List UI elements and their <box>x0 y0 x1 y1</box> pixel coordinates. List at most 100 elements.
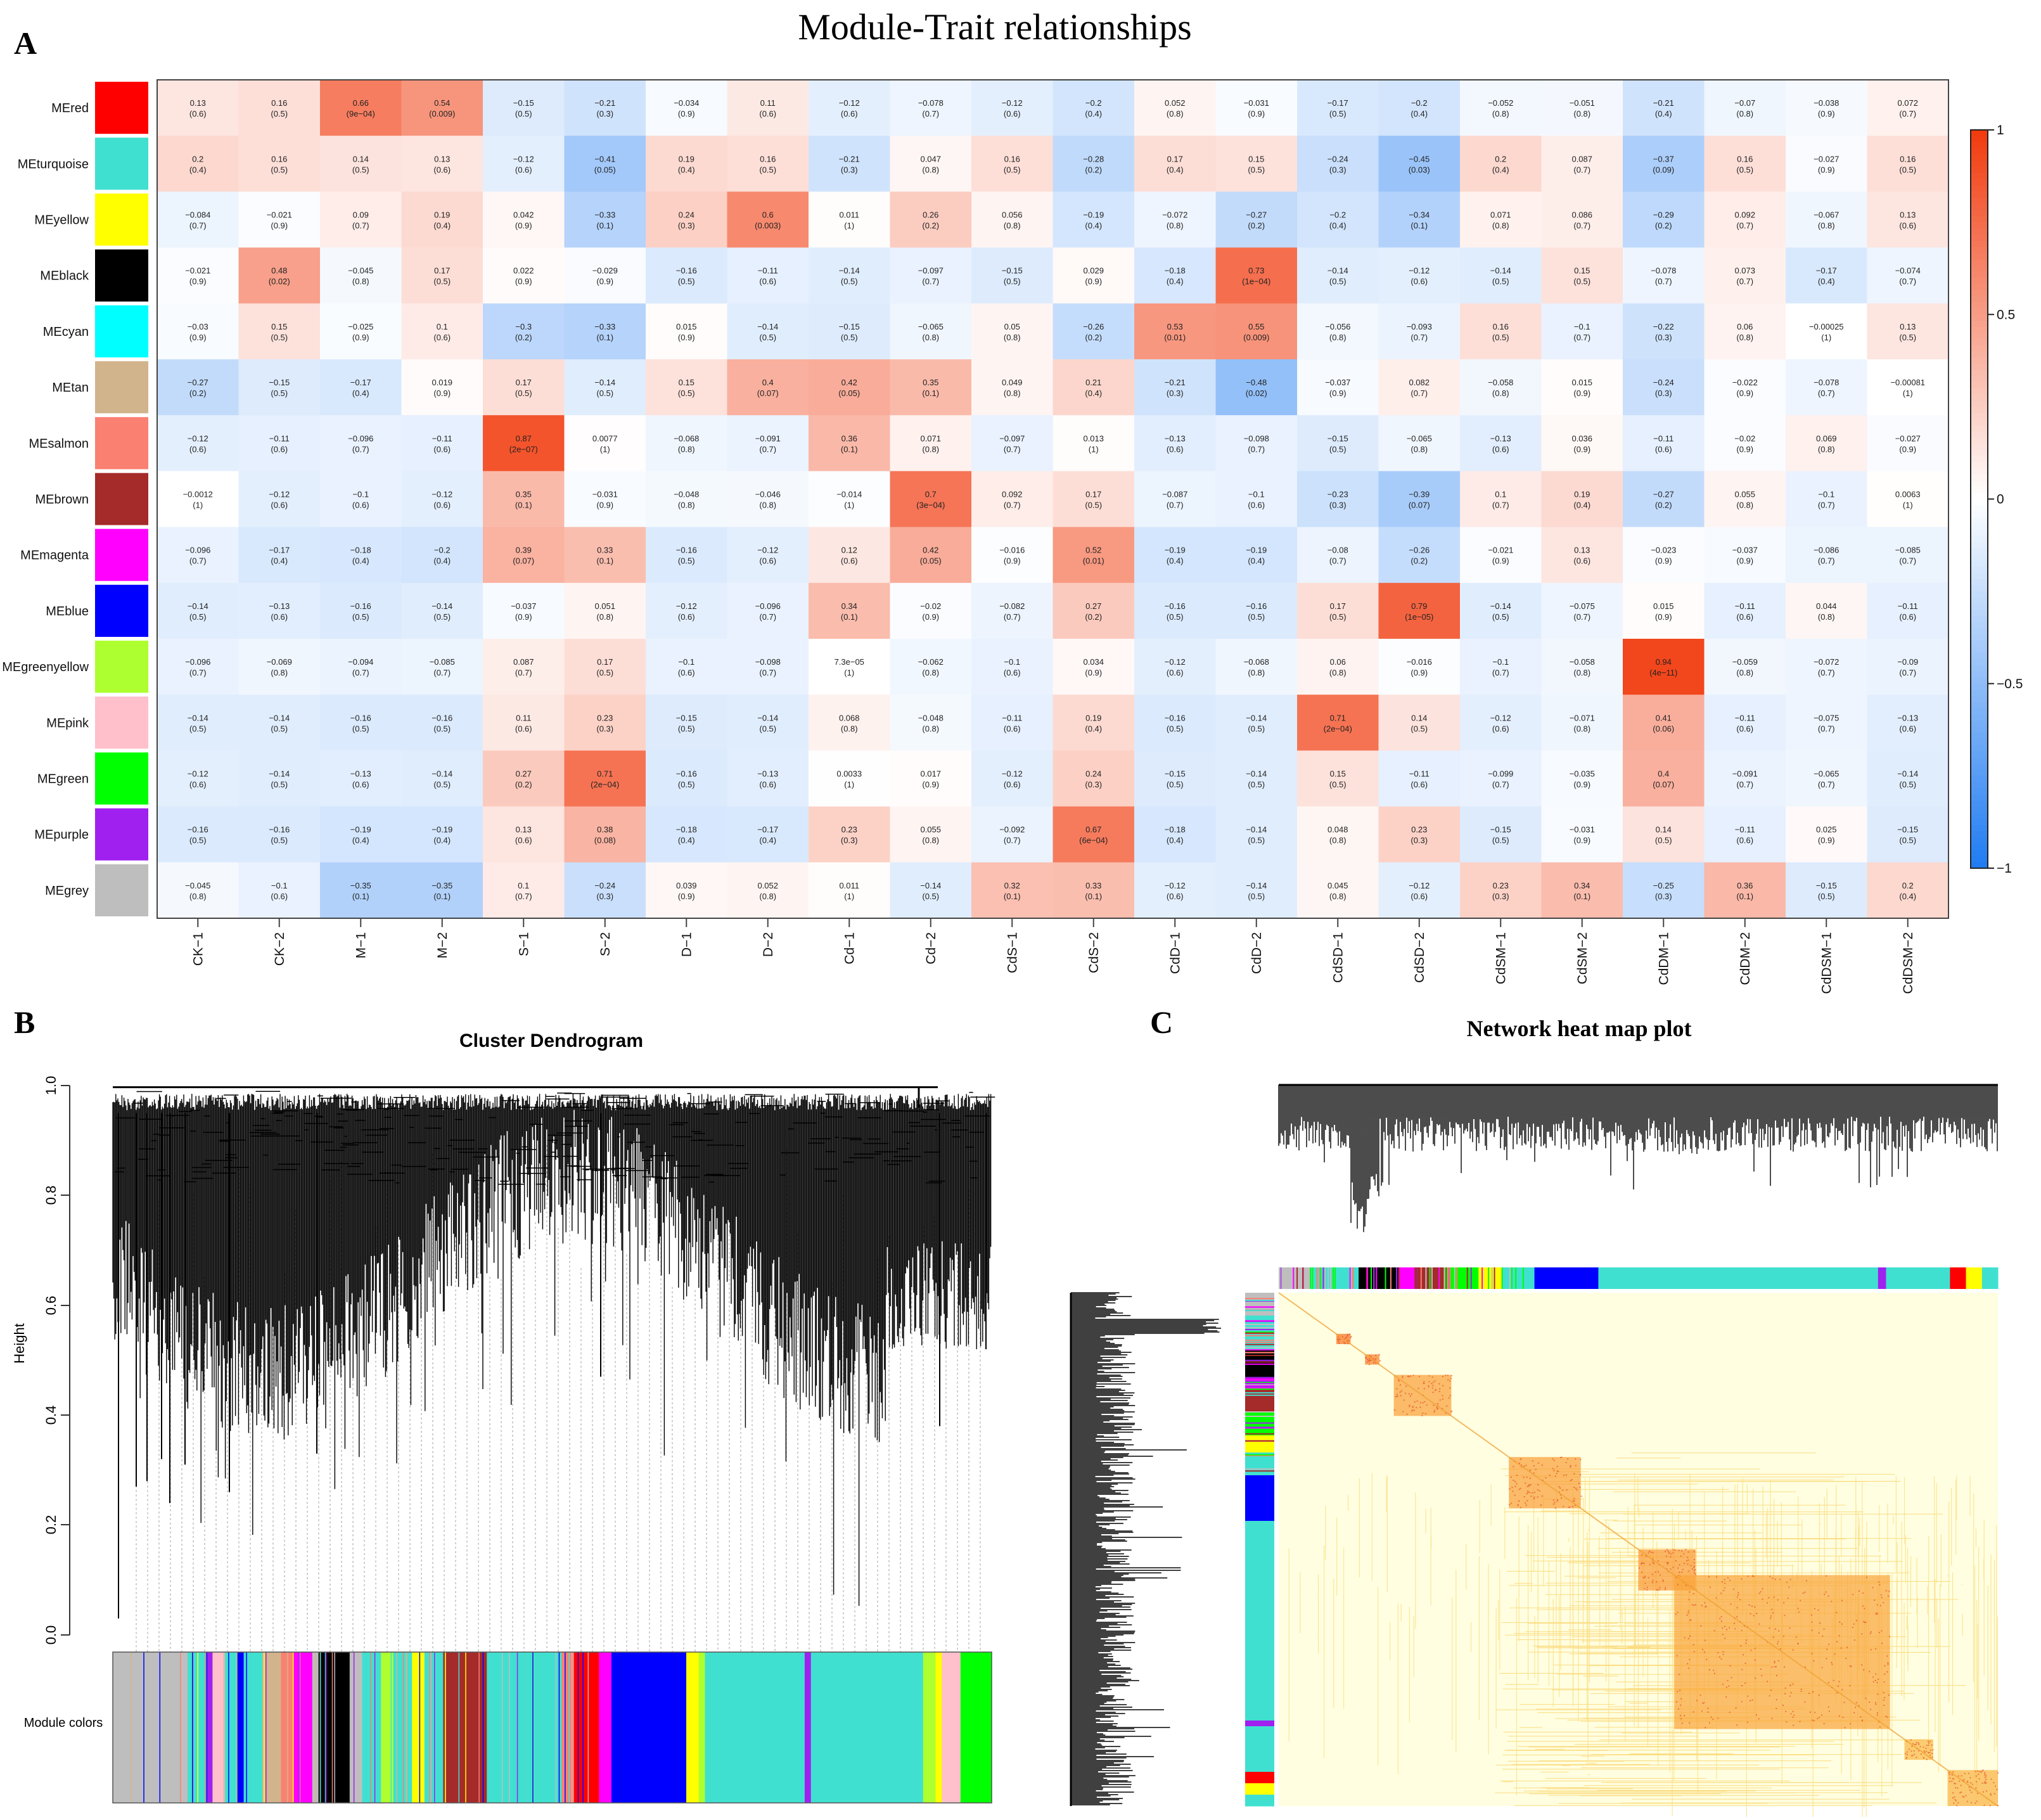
cell-correlation-label: −0.025 <box>348 322 373 331</box>
module-color-stripe <box>334 1652 335 1803</box>
cell-pvalue-label: (0.9) <box>515 221 532 231</box>
heatmap-cell <box>157 639 239 695</box>
top-strip-stripe <box>1431 1267 1433 1289</box>
heatmap-cell <box>727 415 809 471</box>
cell-correlation-label: 0.67 <box>1085 825 1101 835</box>
colorbar-step <box>1971 548 1988 555</box>
heatmap-cell <box>1460 527 1542 584</box>
heatmap-cell <box>1215 750 1298 807</box>
cell-correlation-label: 0.14 <box>1656 825 1672 835</box>
heatmap-cell <box>890 359 972 416</box>
heatmap-cell <box>1052 862 1135 919</box>
cell-pvalue-label: (0.5) <box>271 333 288 342</box>
heatmap-cell <box>564 136 646 192</box>
heatmap-cell <box>1623 191 1705 248</box>
cell-correlation-label: −0.11 <box>758 266 778 276</box>
cell-correlation-label: −0.14 <box>594 378 615 387</box>
left-strip-segment <box>1245 1721 1274 1727</box>
module-color-stripe <box>414 1652 416 1803</box>
cell-pvalue-label: (0.9) <box>678 892 695 901</box>
module-color-stripe <box>406 1652 407 1803</box>
cell-pvalue-label: (0.6) <box>1248 501 1265 510</box>
heatmap-cell <box>1623 247 1705 304</box>
cell-pvalue-label: (0.7) <box>1899 277 1916 286</box>
cell-correlation-label: −0.34 <box>1409 210 1430 220</box>
cell-correlation-label: −0.27 <box>188 378 208 387</box>
top-strip-stripe <box>1515 1267 1517 1289</box>
cell-correlation-label: −0.45 <box>1409 154 1430 163</box>
cell-correlation-label: −0.27 <box>1653 490 1674 499</box>
heatmap-cell <box>1297 639 1379 695</box>
colorbar-step <box>1971 376 1988 383</box>
cell-pvalue-label: (0.9) <box>433 388 451 398</box>
colorbar-step <box>1971 665 1988 672</box>
heatmap-cell <box>971 806 1053 863</box>
heatmap-cell <box>1378 247 1461 304</box>
cell-correlation-label: −0.07 <box>1734 98 1755 108</box>
cell-correlation-label: −0.021 <box>267 210 292 220</box>
colorbar-step <box>1971 505 1988 512</box>
module-color-swatch <box>95 529 148 581</box>
top-strip-stripe <box>1466 1267 1468 1289</box>
cell-correlation-label: −0.33 <box>594 210 615 220</box>
module-color-segment <box>923 1652 936 1803</box>
cell-correlation-label: −0.35 <box>432 881 452 890</box>
cluster-dendrogram <box>112 1086 995 1652</box>
heatmap-cell <box>157 247 239 304</box>
top-strip-stripe <box>1329 1267 1331 1289</box>
heatmap-cell <box>809 582 890 639</box>
top-strip-stripe <box>1324 1267 1326 1289</box>
cell-correlation-label: −0.12 <box>757 546 778 555</box>
cell-correlation-label: 0.16 <box>760 154 776 163</box>
heatmap-cell <box>646 471 727 528</box>
cell-correlation-label: 0.66 <box>353 98 369 108</box>
top-strip-stripe <box>1491 1267 1493 1289</box>
cell-correlation-label: −0.16 <box>350 713 371 722</box>
heatmap-cell <box>971 415 1053 471</box>
left-strip-stripe <box>1245 1383 1274 1385</box>
cell-correlation-label: −0.021 <box>1488 546 1513 555</box>
left-strip-stripe <box>1245 1454 1274 1456</box>
cell-pvalue-label: (0.5) <box>271 109 288 119</box>
module-color-segment <box>188 1652 207 1803</box>
cell-correlation-label: 0.052 <box>757 881 778 890</box>
cell-correlation-label: −0.2 <box>1085 98 1102 108</box>
trait-column-label: CdSM−2 <box>1575 932 1590 984</box>
colorbar-step <box>1971 535 1988 543</box>
cell-pvalue-label: (0.9) <box>352 333 369 342</box>
heatmap-cell <box>1704 80 1786 136</box>
colorbar-step <box>1971 831 1988 838</box>
cell-correlation-label: 0.15 <box>1330 769 1346 779</box>
network-left-dendrogram <box>1070 1292 1222 1806</box>
colorbar-step <box>1971 320 1988 328</box>
trait-column-label: CdS−2 <box>1087 932 1101 973</box>
cell-correlation-label: 0.55 <box>1248 322 1264 331</box>
cell-correlation-label: −0.13 <box>1490 433 1511 443</box>
cell-pvalue-label: (0.7) <box>1818 668 1835 677</box>
heatmap-cell <box>890 471 972 528</box>
cell-pvalue-label: (0.5) <box>433 724 451 733</box>
cell-pvalue-label: (0.5) <box>1492 333 1509 342</box>
cell-correlation-label: −0.091 <box>1732 769 1758 779</box>
cell-pvalue-label: (0.6) <box>1573 556 1590 566</box>
tom-diagonal <box>1278 1292 1999 1807</box>
cell-correlation-label: −0.027 <box>1814 154 1839 163</box>
module-color-stripe <box>458 1652 460 1803</box>
cell-correlation-label: 0.011 <box>839 881 859 890</box>
colorbar-step <box>1971 265 1988 272</box>
colorbar-step <box>1971 240 1988 248</box>
cell-correlation-label: 0.069 <box>1816 433 1837 443</box>
colorbar-step <box>1971 283 1988 291</box>
colorbar-step <box>1971 721 1988 727</box>
heatmap-cell <box>890 806 972 863</box>
heatmap-cell <box>1052 639 1135 695</box>
cell-pvalue-label: (0.4) <box>1085 724 1102 733</box>
heatmap-cell <box>1704 247 1786 304</box>
top-strip-stripe <box>1425 1267 1427 1289</box>
colorbar-step <box>1971 622 1988 629</box>
cell-pvalue-label: (1) <box>844 780 854 790</box>
cell-pvalue-label: (0.4) <box>759 836 776 845</box>
cell-pvalue-label: (0.5) <box>678 780 695 790</box>
cell-correlation-label: −0.1 <box>271 881 288 890</box>
heatmap-cell <box>401 750 483 807</box>
